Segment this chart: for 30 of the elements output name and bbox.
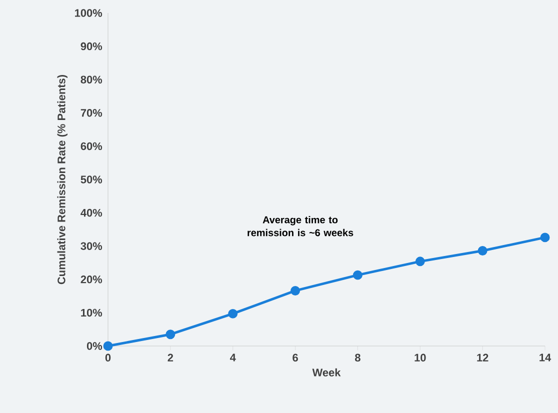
x-tick-label: 12	[477, 354, 488, 362]
point	[478, 246, 488, 256]
y-tick-label: 70%	[80, 109, 102, 117]
y-tick-label: 100%	[75, 9, 102, 17]
x-tick-label: 0	[105, 354, 111, 362]
x-tick-label: 14	[540, 354, 552, 362]
y-tick-label: 0%	[86, 342, 102, 350]
y-tick-label: 30%	[80, 242, 102, 250]
x-tick-label: 2	[168, 354, 174, 362]
y-axis-title: Cumulative Remission Rate (% Patients)	[57, 75, 68, 284]
y-tick-label: 90%	[80, 42, 102, 50]
annotation: Average time to remission is ~6 weeks	[248, 216, 354, 236]
point	[228, 308, 238, 318]
point	[540, 232, 550, 242]
point	[290, 286, 300, 296]
y-tick-label: 50%	[80, 176, 102, 184]
y-tick-label: 10%	[81, 308, 102, 317]
y-tick-label: 40%	[80, 208, 102, 217]
x-tick-label: 6	[292, 354, 298, 362]
point	[352, 270, 362, 280]
point	[415, 256, 425, 266]
x-axis-title: Week	[312, 368, 341, 376]
x-tick-label: 4	[230, 354, 236, 362]
y-tick-label: 80%	[80, 76, 102, 84]
y-tick-label: 20%	[80, 276, 102, 284]
point	[103, 341, 113, 351]
x-tick-label: 10	[414, 354, 426, 362]
x-tick-label: 8	[355, 354, 360, 362]
point	[166, 330, 176, 340]
y-tick-label: 60%	[80, 142, 102, 150]
